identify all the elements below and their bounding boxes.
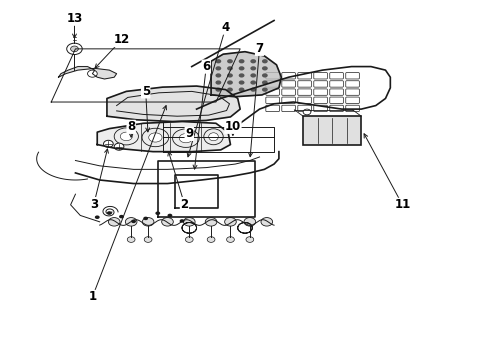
Circle shape xyxy=(114,143,124,150)
Circle shape xyxy=(227,87,233,92)
Circle shape xyxy=(262,73,268,77)
Circle shape xyxy=(262,59,268,63)
Ellipse shape xyxy=(179,134,193,143)
Circle shape xyxy=(239,73,245,77)
Ellipse shape xyxy=(120,132,132,141)
Circle shape xyxy=(108,217,120,226)
Circle shape xyxy=(244,217,256,226)
Circle shape xyxy=(250,66,256,71)
Circle shape xyxy=(207,237,215,242)
Circle shape xyxy=(103,140,113,147)
Circle shape xyxy=(127,237,135,242)
Circle shape xyxy=(303,109,311,115)
Circle shape xyxy=(227,59,233,63)
Circle shape xyxy=(250,73,256,77)
Circle shape xyxy=(216,59,221,63)
Polygon shape xyxy=(211,52,281,97)
Bar xyxy=(303,116,361,145)
Circle shape xyxy=(250,59,256,63)
Circle shape xyxy=(224,217,236,226)
Circle shape xyxy=(239,59,245,63)
Circle shape xyxy=(262,80,268,85)
Text: 9: 9 xyxy=(185,127,194,140)
Circle shape xyxy=(261,217,272,226)
Circle shape xyxy=(142,217,154,226)
Circle shape xyxy=(125,217,137,226)
Polygon shape xyxy=(97,122,230,152)
Circle shape xyxy=(227,73,233,77)
Circle shape xyxy=(216,66,221,71)
Circle shape xyxy=(227,80,233,85)
Text: 2: 2 xyxy=(180,198,189,211)
Circle shape xyxy=(71,46,78,52)
Circle shape xyxy=(250,80,256,85)
Circle shape xyxy=(162,217,173,226)
Circle shape xyxy=(227,66,233,71)
Circle shape xyxy=(246,237,254,242)
Text: 8: 8 xyxy=(127,120,135,133)
Circle shape xyxy=(183,217,195,226)
Circle shape xyxy=(226,237,234,242)
Ellipse shape xyxy=(149,133,162,142)
Polygon shape xyxy=(58,67,117,79)
Circle shape xyxy=(262,66,268,71)
Circle shape xyxy=(239,66,245,71)
Circle shape xyxy=(180,219,184,223)
Text: 7: 7 xyxy=(255,42,264,55)
Circle shape xyxy=(185,237,193,242)
Circle shape xyxy=(216,80,221,85)
Polygon shape xyxy=(107,86,240,122)
Text: 6: 6 xyxy=(202,60,210,73)
Text: 12: 12 xyxy=(113,33,129,46)
Circle shape xyxy=(262,87,268,92)
Circle shape xyxy=(155,211,160,215)
Circle shape xyxy=(88,70,97,77)
Text: 3: 3 xyxy=(90,198,98,211)
Circle shape xyxy=(168,214,172,217)
Circle shape xyxy=(216,73,221,77)
Circle shape xyxy=(119,215,124,219)
Circle shape xyxy=(107,211,112,215)
Circle shape xyxy=(67,43,82,54)
Circle shape xyxy=(95,215,99,219)
Text: 4: 4 xyxy=(221,21,230,34)
Circle shape xyxy=(143,217,148,220)
Circle shape xyxy=(239,80,245,85)
Circle shape xyxy=(216,87,221,92)
Text: 13: 13 xyxy=(66,12,83,25)
Circle shape xyxy=(131,220,136,223)
Text: 11: 11 xyxy=(394,198,411,211)
Circle shape xyxy=(144,237,152,242)
Text: 5: 5 xyxy=(142,85,150,98)
Ellipse shape xyxy=(209,133,219,141)
Circle shape xyxy=(205,217,217,226)
Text: 10: 10 xyxy=(225,120,241,133)
Circle shape xyxy=(250,87,256,92)
Circle shape xyxy=(239,87,245,92)
Text: 1: 1 xyxy=(88,291,97,303)
